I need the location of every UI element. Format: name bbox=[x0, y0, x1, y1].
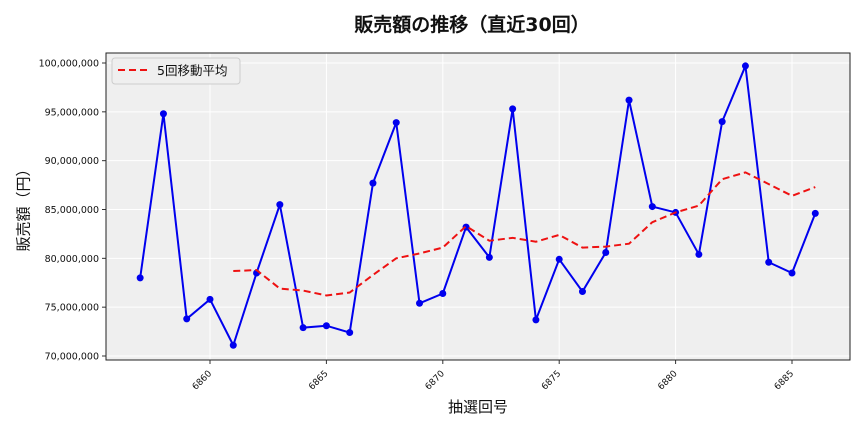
sales-data-point bbox=[811, 209, 819, 217]
sales-data-point bbox=[625, 96, 633, 104]
sales-data-point bbox=[439, 289, 447, 297]
y-tick-label: 95,000,000 bbox=[45, 107, 99, 118]
sales-data-point bbox=[159, 110, 167, 118]
sales-data-point bbox=[183, 315, 191, 323]
sales-data-point bbox=[392, 119, 400, 127]
legend-box bbox=[111, 57, 241, 85]
sales-data-point bbox=[509, 105, 517, 113]
sales-data-point bbox=[206, 295, 214, 303]
sales-data-point bbox=[532, 316, 540, 324]
sales-data-point bbox=[695, 250, 703, 258]
sales-data-point bbox=[485, 253, 493, 261]
sales-data-point bbox=[648, 203, 656, 211]
x-axis-label: 抽選回号 bbox=[447, 398, 508, 416]
x-tick-label: 6875 bbox=[540, 369, 563, 392]
sales-data-point bbox=[555, 255, 563, 263]
sales-data-point bbox=[322, 322, 330, 330]
x-tick-label: 6880 bbox=[656, 369, 679, 392]
sales-data-point bbox=[788, 269, 796, 277]
sales-data-point bbox=[299, 324, 307, 332]
chart-title: 販売額の推移（直近30回） bbox=[354, 14, 590, 36]
sales-data-point bbox=[578, 288, 586, 296]
y-tick-label: 90,000,000 bbox=[45, 156, 99, 167]
sales-data-point bbox=[765, 258, 773, 266]
moving-average-line bbox=[233, 171, 816, 297]
y-tick-label: 100,000,000 bbox=[39, 59, 99, 70]
sales-data-point bbox=[741, 62, 749, 70]
sales-data-point bbox=[229, 341, 237, 349]
plot-frame bbox=[105, 52, 851, 361]
y-tick-label: 80,000,000 bbox=[45, 254, 99, 265]
y-tick-label: 85,000,000 bbox=[45, 205, 99, 216]
x-tick-label: 6865 bbox=[307, 369, 330, 392]
x-tick-label: 6860 bbox=[191, 369, 214, 392]
sales-data-point bbox=[136, 274, 144, 282]
y-tick-label: 75,000,000 bbox=[45, 303, 99, 314]
x-tick-label: 6885 bbox=[773, 369, 796, 392]
sales-data-point bbox=[276, 201, 284, 209]
sales-data-point bbox=[346, 329, 354, 337]
sales-data-point bbox=[416, 299, 424, 307]
sales-data-point bbox=[718, 118, 726, 126]
legend-label: 5回移動平均 bbox=[157, 63, 227, 78]
sales-line bbox=[139, 62, 817, 348]
plot-background bbox=[106, 53, 850, 360]
x-tick-label: 6870 bbox=[424, 369, 447, 392]
y-tick-label: 70,000,000 bbox=[45, 352, 99, 363]
sales-data-point bbox=[602, 248, 610, 256]
sales-data-point bbox=[369, 179, 377, 187]
